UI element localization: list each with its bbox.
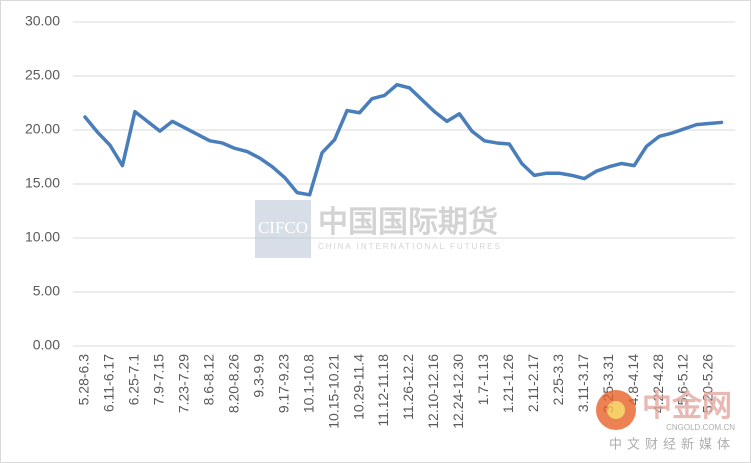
x-tick-label: 1.7-1.13 (475, 354, 491, 406)
x-tick-label: 11.26-12.2 (400, 354, 416, 420)
watermark-logo (607, 401, 625, 419)
data-line (83, 82, 724, 197)
x-tick-label: 9.17-9.23 (275, 354, 291, 413)
x-tick-label: 1.21-1.26 (500, 354, 516, 413)
y-tick-label: 25.00 (25, 67, 60, 83)
x-tick-label: 6.25-7.1 (126, 354, 142, 406)
plot-area: 0.00 5.00 10.00 15.00 20.00 25.00 30.00 5.28-6.… (25, 13, 735, 429)
watermark-text: 中国国际期货 (318, 205, 498, 239)
watermark-text: CNGOLD.COM.CN (666, 423, 735, 432)
x-tick-label: 5.6-5.12 (675, 354, 691, 406)
x-tick-label: 10.29-11.4 (350, 354, 366, 420)
y-tick-label: 0.00 (33, 337, 60, 353)
y-tick-label: 10.00 (25, 229, 60, 245)
x-tick-label: 3.11-3.17 (575, 354, 591, 412)
x-tick-label: 11.12-11.18 (375, 354, 391, 427)
x-tick-label: 4.8-4.14 (625, 354, 641, 406)
x-tick-label: 5.28-6.3 (76, 354, 92, 406)
x-tick-label: 2.11-2.17 (525, 354, 541, 412)
x-tick-label: 8.20-8.26 (225, 354, 241, 413)
x-tick-label: 10.1-10.8 (300, 354, 316, 413)
x-tick-label: 6.11-6.17 (101, 354, 117, 412)
x-tick-label: 7.23-7.29 (176, 354, 192, 413)
watermark-text: 中文财经新媒体 (609, 436, 735, 451)
y-tick-label: 20.00 (25, 121, 60, 137)
x-tick-label: 10.15-10.21 (325, 354, 341, 429)
x-tick-label: 5.20-5.26 (700, 354, 716, 413)
watermark-box (255, 200, 311, 258)
y-tick-label: 5.00 (33, 283, 60, 299)
watermark-text: CIFCO (258, 218, 308, 237)
x-tick-label: 7.9-7.15 (151, 354, 167, 406)
watermark-text: CHINA INTERNATIONAL FUTURES (318, 242, 502, 251)
x-tick-label: 9.3-9.9 (250, 354, 266, 398)
x-tick-label: 12.10-12.16 (425, 354, 441, 429)
y-tick-label: 30.00 (25, 13, 60, 29)
x-tick-label: 12.24-12.30 (450, 354, 466, 429)
x-tick-label: 8.6-8.12 (201, 354, 217, 406)
y-tick-label: 15.00 (25, 175, 60, 191)
x-tick-label: 2.25-3.3 (550, 354, 566, 406)
watermark-text: 中金网 (642, 389, 732, 423)
x-tick-label: 4.22-4.28 (650, 354, 666, 413)
watermark-cngold: 中金网 CNGOLD.COM.CN 中文财经新媒体 (596, 389, 735, 451)
watermark-cifco: CIFCO 中国国际期货 CHINA INTERNATIONAL FUTURES (255, 200, 502, 258)
